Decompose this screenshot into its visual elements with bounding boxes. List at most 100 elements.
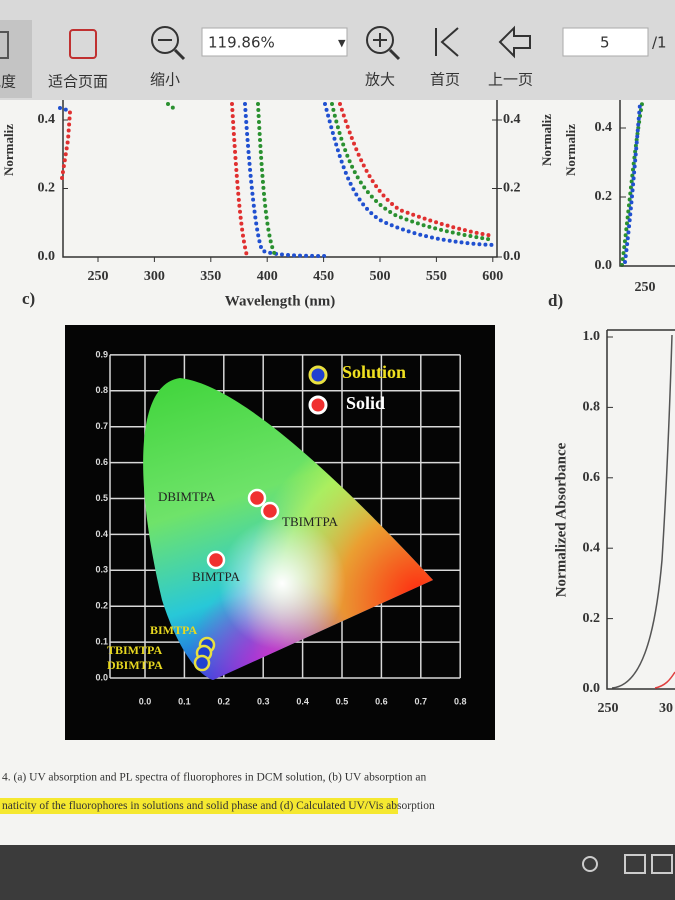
caption-line: 4. (a) UV absorption and PL spectra of f… — [2, 772, 427, 784]
dropdown-arrow[interactable]: ▾ — [338, 34, 346, 52]
fit-width-label[interactable]: 宽度 — [0, 73, 16, 91]
y-tick-label: 0.2 — [583, 611, 601, 626]
legend-entry: Solution — [342, 362, 406, 382]
y-tick-label: 0.8 — [95, 385, 108, 395]
view-button[interactable] — [651, 854, 673, 874]
cie-horseshoe — [143, 378, 433, 680]
x-tick-label: 0.8 — [454, 696, 467, 706]
y-axis-label: Normalized Absorbance — [553, 442, 569, 597]
panel-d: Normalized Absorbance 0.0 0.2 0.4 0.6 0.8 1.0… — [553, 329, 675, 716]
prev-page-label[interactable]: 上一页 — [488, 71, 533, 89]
status-bar — [0, 845, 675, 900]
y2-tick-label: 0.4 — [503, 112, 521, 127]
panel-label: d) — [548, 291, 563, 310]
x-tick-label: 600 — [482, 269, 503, 284]
x-tick-label: 250 — [598, 701, 619, 716]
icon — [69, 29, 97, 59]
legend-marker — [308, 395, 328, 415]
y-axis-label: Normaliz — [1, 124, 16, 176]
y-tick-label: 0.5 — [95, 493, 108, 503]
spectrum — [623, 102, 642, 264]
x-tick-label: 0.4 — [296, 696, 309, 706]
caption-line: naticity of the fluorophores in solution… — [2, 800, 435, 812]
legend-entry: Solid — [346, 393, 385, 413]
caption-highlight: naticity of the fluorophores in solution… — [2, 800, 258, 812]
icon — [435, 27, 459, 57]
x-axis-label: Wavelength (nm) — [225, 293, 335, 309]
y-tick-label: 0.2 — [38, 181, 56, 196]
y-tick-label: 0.8 — [583, 400, 601, 415]
y-tick-label: 0.2 — [95, 601, 108, 611]
y-tick-label: 0.4 — [595, 120, 613, 135]
y-tick-label: 0.0 — [595, 258, 613, 273]
x-tick-label: 300 — [144, 269, 165, 284]
x-tick-label: 0.5 — [336, 696, 349, 706]
curve — [611, 334, 673, 689]
point-label: BIMTPA — [150, 623, 197, 637]
zoom-input[interactable] — [201, 27, 348, 57]
x-tick-label: 0.6 — [375, 696, 388, 706]
point-label: DBIMTPA — [158, 489, 216, 504]
icon — [151, 26, 179, 54]
curve — [654, 671, 675, 689]
panel-a: Normaliz Normaliz Wavelength (nm) 0.4 0.2… — [1, 100, 554, 309]
y-tick-label: 0.0 — [38, 249, 56, 264]
x-tick-label: 550 — [426, 269, 447, 284]
highlight — [0, 798, 398, 814]
x-tick-label: 0.7 — [415, 696, 428, 706]
y-tick-label: 0.7 — [95, 421, 108, 431]
y-tick-label: 1.0 — [583, 329, 601, 344]
points — [193, 488, 280, 672]
page-input[interactable] — [562, 27, 649, 57]
y-tick-label: 0.6 — [583, 470, 601, 485]
x-tick-label: 0.2 — [218, 696, 231, 706]
y-tick-label: 0.4 — [38, 112, 56, 127]
icon — [388, 48, 401, 61]
y-tick-label: 0.4 — [583, 540, 601, 555]
y-tick-label: 0.0 — [583, 681, 601, 696]
y2-tick-label: 0.0 — [503, 249, 521, 264]
zoom-in-label[interactable]: 放大 — [365, 71, 395, 89]
page-number[interactable]: 5 — [600, 34, 610, 52]
point-label: TBIMTPA — [282, 514, 338, 529]
x-tick-label: 250 — [635, 280, 656, 295]
icon — [0, 31, 9, 59]
y-tick-label: 0.0 — [95, 672, 108, 682]
fit-page-label[interactable]: 适合页面 — [48, 73, 108, 91]
zoom-value[interactable]: 119.86% — [208, 34, 275, 52]
caption-rest: and (d) Calculated UV/Vis absorption — [258, 800, 435, 812]
x-tick-label: 500 — [370, 269, 391, 284]
y-tick-label: 0.6 — [95, 457, 108, 467]
x-tick-label: 450 — [313, 269, 334, 284]
icon — [498, 25, 531, 59]
point-label: TBIMTPA — [107, 643, 162, 657]
x-tick-label: 0.3 — [257, 696, 270, 706]
panel-b: Normaliz 0.4 0.2 0.0 250 — [563, 100, 675, 295]
icon — [366, 26, 394, 54]
y-axis-label: Normaliz — [563, 124, 578, 176]
ticks: 0.4 0.2 0.0 250 — [595, 120, 656, 295]
x-tick-label: 30 — [659, 701, 673, 716]
x-tick-label: 0.0 — [139, 696, 152, 706]
point-label: DBIMTPA — [107, 658, 163, 672]
view-button[interactable] — [624, 854, 646, 874]
y2-axis-label: Normaliz — [539, 114, 554, 166]
x-tick-label: 400 — [257, 269, 278, 284]
first-page-label[interactable]: 首页 — [430, 71, 460, 89]
y-tick-label: 0.2 — [595, 189, 613, 204]
x-tick-label: 0.1 — [178, 696, 191, 706]
y2-tick-label: 0.2 — [503, 181, 521, 196]
zoom-out-label[interactable]: 缩小 — [150, 71, 180, 89]
ticks: 0.0 0.2 0.4 0.6 0.8 1.0 250 30 — [583, 329, 674, 716]
panel-c: 0.0 0.1 0.2 0.3 0.4 0.5 0.6 0.7 0.8 0.0 0.1 0.2 0.3 0… — [65, 325, 495, 740]
y-tick-label: 0.3 — [95, 565, 108, 575]
icon — [173, 48, 186, 61]
panel-label: c) — [22, 289, 35, 308]
y-tick-label: 0.9 — [95, 349, 108, 359]
eye-button[interactable] — [582, 856, 598, 872]
page-total: /1 — [652, 34, 667, 52]
y-tick-label: 0.4 — [95, 529, 108, 539]
x-tick-label: 350 — [200, 269, 221, 284]
spectra — [58, 102, 495, 258]
spectrum — [620, 102, 644, 267]
